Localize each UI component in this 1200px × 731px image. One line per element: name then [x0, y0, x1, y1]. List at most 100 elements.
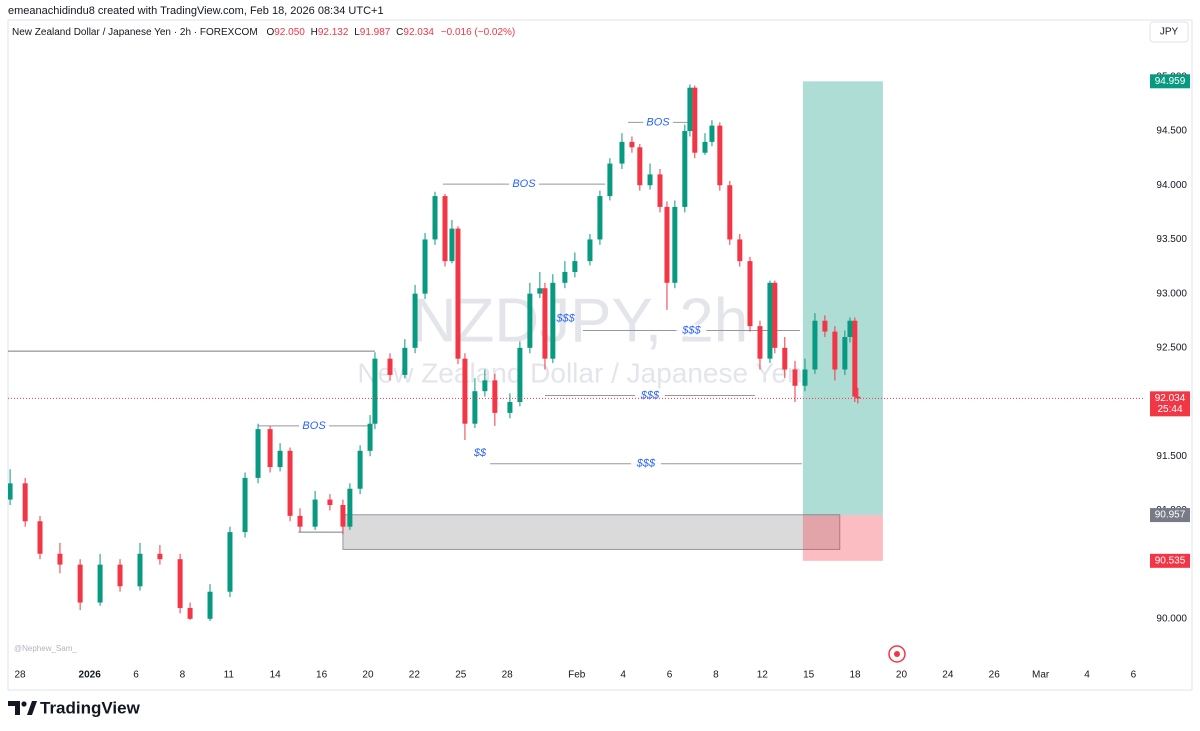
logo-slash — [27, 701, 37, 715]
candle-body — [822, 320, 828, 332]
watermark-name: New Zealand Dollar / Japanese Yen — [357, 357, 802, 388]
logo-dot — [21, 701, 27, 707]
x-tick-label: 4 — [1084, 670, 1090, 681]
ohlc-value: 92.132 — [318, 27, 349, 38]
candle-body — [792, 369, 798, 386]
candle-body — [449, 228, 455, 262]
candle-body — [692, 87, 698, 153]
alert-icon-dot — [894, 651, 900, 657]
position-target — [802, 81, 883, 516]
stop-label: 90.535 — [1155, 555, 1186, 566]
candle-body — [137, 553, 143, 587]
x-tick-label: 6 — [133, 670, 139, 681]
y-tick-label: 91.500 — [1156, 451, 1187, 462]
candle-body — [97, 564, 103, 603]
candle-body — [550, 282, 556, 359]
y-tick-label: 94.500 — [1156, 126, 1187, 137]
y-tick-label: 94.000 — [1156, 180, 1187, 191]
y-tick-label: 90.000 — [1156, 613, 1187, 624]
candle-body — [802, 369, 808, 386]
x-tick-label: 12 — [757, 670, 769, 681]
candle-body — [287, 450, 293, 516]
candle-body — [347, 488, 353, 527]
candle-body — [737, 239, 743, 262]
candle-body — [402, 347, 408, 375]
candle-body — [367, 423, 373, 451]
candle-body — [527, 293, 533, 348]
annotation-label: $$$ — [681, 324, 701, 336]
candle-body — [702, 141, 708, 153]
x-tick-label: 16 — [316, 670, 328, 681]
candle-body — [572, 261, 578, 272]
x-tick-label: 20 — [896, 670, 908, 681]
x-tick-label: 25 — [455, 670, 467, 681]
candle-body — [482, 380, 488, 392]
candle-body — [455, 228, 461, 359]
annotation-label: $$$ — [640, 389, 660, 401]
brand-logo — [8, 701, 37, 715]
target-box — [1150, 74, 1190, 89]
candle-body — [709, 125, 715, 142]
candle-body — [597, 196, 603, 240]
author: @Nephew_Sam_ — [14, 644, 77, 653]
candle-body — [542, 288, 548, 359]
header-line: New Zealand Dollar / Japanese Yen · 2h ·… — [12, 27, 515, 38]
candle-body — [832, 331, 838, 370]
candle-body — [387, 358, 393, 375]
watermark-symbol: NZDJPY, 2h — [412, 286, 749, 355]
x-tick-label: 6 — [1131, 670, 1137, 681]
candle-body — [117, 564, 123, 587]
candle-body — [767, 282, 773, 359]
x-tick-label: 8 — [713, 670, 719, 681]
x-tick-label: 2026 — [79, 670, 102, 681]
candle-body — [227, 532, 233, 592]
ohlc-key: L — [354, 27, 360, 38]
axes: 90.00090.50091.00091.50092.00092.50093.0… — [14, 71, 1190, 681]
brand: TradingView — [40, 698, 141, 717]
y-tick-label: 93.000 — [1156, 288, 1187, 299]
candle-body — [647, 174, 653, 186]
countdown: 25:44 — [1157, 404, 1182, 415]
ohlc-key: H — [311, 27, 318, 38]
candle-body — [8, 483, 13, 500]
last-price-label: 92.034 — [1155, 393, 1186, 404]
alert-icon[interactable] — [888, 645, 906, 663]
candle-body — [277, 450, 283, 468]
candle-body — [207, 591, 213, 619]
ohlc-key: C — [396, 27, 403, 38]
candle-body — [492, 380, 498, 413]
note-label: $$$ — [555, 312, 575, 324]
x-tick-label: 4 — [620, 670, 626, 681]
candle-body — [672, 206, 678, 283]
x-tick-label: 11 — [224, 670, 235, 681]
candle-body — [242, 477, 248, 533]
candle-body — [157, 553, 163, 560]
candle-body — [637, 147, 643, 186]
ohlc-value: 92.050 — [274, 27, 305, 38]
candle-body — [619, 141, 625, 164]
candle-body — [22, 483, 28, 522]
candle-body — [372, 358, 378, 424]
candle-body — [657, 174, 663, 207]
candle-body — [747, 261, 753, 327]
currency[interactable]: JPY — [1160, 27, 1179, 38]
annotation-label: BOS — [512, 178, 536, 190]
candle-body — [772, 282, 778, 348]
annotation-label-bg — [508, 178, 539, 191]
candle-body — [472, 391, 478, 424]
candle-body — [442, 196, 448, 262]
last-price-box — [1150, 391, 1190, 417]
annotation-label: $$$ — [636, 458, 656, 470]
currency-box[interactable] — [1149, 21, 1189, 43]
stop-box — [1150, 553, 1190, 568]
x-tick-label: 26 — [989, 670, 1001, 681]
x-tick-label: 24 — [942, 670, 954, 681]
annotation-label-bg — [643, 116, 674, 129]
candle-body — [537, 288, 543, 294]
zone — [342, 514, 841, 550]
candle-body — [629, 141, 635, 148]
candle-body — [812, 320, 818, 370]
